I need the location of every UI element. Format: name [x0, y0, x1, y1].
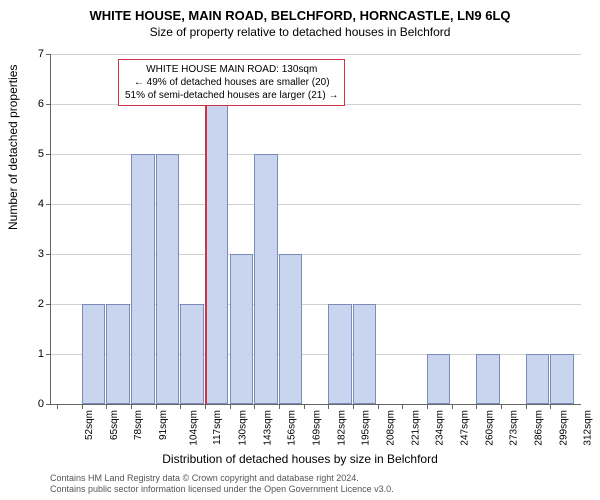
bar [328, 304, 351, 404]
xtick-mark [353, 404, 354, 409]
xtick-mark [476, 404, 477, 409]
footer: Contains HM Land Registry data © Crown c… [50, 473, 394, 496]
bar [476, 354, 499, 404]
xtick-label: 299sqm [558, 410, 569, 446]
xtick-label: 78sqm [133, 410, 144, 440]
callout-box: WHITE HOUSE MAIN ROAD: 130sqm ← 49% of d… [118, 59, 345, 106]
xtick-mark [328, 404, 329, 409]
ytick-label: 6 [24, 98, 44, 110]
bar [353, 304, 376, 404]
ytick-label: 1 [24, 348, 44, 360]
footer-line2: Contains public sector information licen… [50, 484, 394, 496]
bar [205, 104, 228, 404]
ytick-label: 7 [24, 48, 44, 60]
xtick-mark [402, 404, 403, 409]
xtick-mark [230, 404, 231, 409]
ytick-mark [46, 304, 51, 305]
plot-area: 52sqm65sqm78sqm91sqm104sqm117sqm130sqm14… [50, 54, 581, 405]
bar [427, 354, 450, 404]
xtick-mark [279, 404, 280, 409]
xtick-label: 91sqm [158, 410, 169, 440]
xtick-label: 104sqm [188, 410, 199, 446]
xtick-mark [106, 404, 107, 409]
callout-line3: 51% of semi-detached houses are larger (… [125, 89, 338, 102]
xtick-label: 286sqm [533, 410, 544, 446]
xtick-label: 221sqm [410, 410, 421, 446]
xtick-label: 65sqm [109, 410, 120, 440]
chart-area: 52sqm65sqm78sqm91sqm104sqm117sqm130sqm14… [50, 54, 580, 404]
xtick-mark [427, 404, 428, 409]
bar [279, 254, 302, 404]
xtick-label: 169sqm [312, 410, 323, 446]
bar [156, 154, 179, 404]
gridline [51, 54, 581, 55]
xtick-mark [526, 404, 527, 409]
bar [131, 154, 154, 404]
x-axis-label: Distribution of detached houses by size … [0, 452, 600, 466]
bar [254, 154, 277, 404]
bar [550, 354, 573, 404]
bar [526, 354, 549, 404]
xtick-label: 52sqm [84, 410, 95, 440]
title-sub: Size of property relative to detached ho… [0, 23, 600, 39]
bar [230, 254, 253, 404]
xtick-label: 130sqm [238, 410, 249, 446]
callout-line2: ← 49% of detached houses are smaller (20… [125, 76, 338, 89]
ytick-label: 0 [24, 398, 44, 410]
ytick-mark [46, 404, 51, 405]
bar [106, 304, 129, 404]
chart-container: WHITE HOUSE, MAIN ROAD, BELCHFORD, HORNC… [0, 0, 600, 500]
callout-line1: WHITE HOUSE MAIN ROAD: 130sqm [125, 63, 338, 76]
bar [82, 304, 105, 404]
xtick-label: 143sqm [262, 410, 273, 446]
xtick-mark [254, 404, 255, 409]
ytick-mark [46, 54, 51, 55]
bar [180, 304, 203, 404]
ytick-label: 5 [24, 148, 44, 160]
ytick-label: 2 [24, 298, 44, 310]
xtick-label: 234sqm [435, 410, 446, 446]
xtick-label: 117sqm [212, 410, 223, 445]
xtick-mark [304, 404, 305, 409]
xtick-label: 208sqm [386, 410, 397, 446]
xtick-mark [131, 404, 132, 409]
xtick-mark [180, 404, 181, 409]
xtick-mark [82, 404, 83, 409]
xtick-mark [57, 404, 58, 409]
ytick-mark [46, 154, 51, 155]
xtick-mark [205, 404, 206, 409]
xtick-label: 156sqm [287, 410, 298, 446]
xtick-label: 312sqm [583, 410, 594, 446]
xtick-mark [156, 404, 157, 409]
xtick-label: 260sqm [484, 410, 495, 446]
marker-line [205, 79, 207, 404]
xtick-mark [378, 404, 379, 409]
footer-line1: Contains HM Land Registry data © Crown c… [50, 473, 394, 485]
ytick-label: 3 [24, 248, 44, 260]
xtick-mark [501, 404, 502, 409]
xtick-label: 273sqm [509, 410, 520, 446]
ytick-mark [46, 204, 51, 205]
xtick-label: 247sqm [460, 410, 471, 446]
ytick-label: 4 [24, 198, 44, 210]
xtick-mark [550, 404, 551, 409]
ytick-mark [46, 354, 51, 355]
xtick-label: 182sqm [336, 410, 347, 446]
xtick-mark [452, 404, 453, 409]
ytick-mark [46, 104, 51, 105]
xtick-label: 195sqm [361, 410, 372, 446]
ytick-mark [46, 254, 51, 255]
title-main: WHITE HOUSE, MAIN ROAD, BELCHFORD, HORNC… [0, 0, 600, 23]
y-axis-label: Number of detached properties [6, 65, 20, 230]
